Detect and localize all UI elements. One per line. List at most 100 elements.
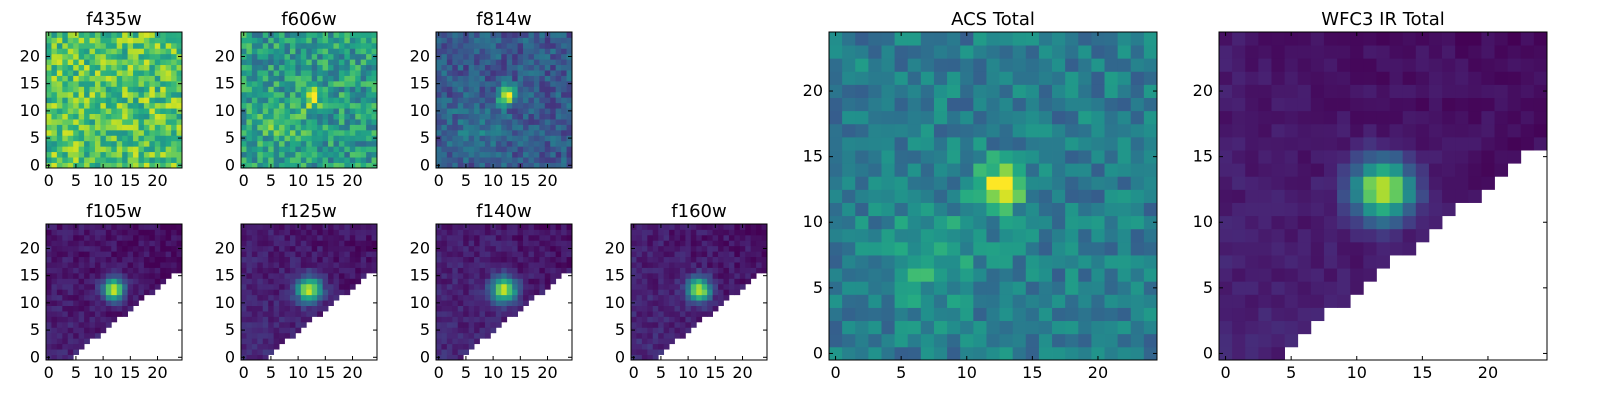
heatmap-cell: [999, 320, 1014, 335]
heatmap-cell: [284, 289, 291, 296]
heatmap-cell: [122, 151, 128, 158]
heatmap-cell: [829, 228, 843, 243]
heatmap-cell: [999, 268, 1014, 282]
heatmap-cell: [506, 48, 513, 55]
heatmap-cell: [295, 135, 302, 142]
heatmap-cell: [51, 157, 58, 163]
heatmap-cell: [56, 108, 63, 114]
heatmap-cell: [539, 256, 546, 263]
heatmap-cell: [474, 146, 480, 153]
heatmap-cell: [62, 48, 69, 55]
heatmap-cell: [452, 32, 459, 38]
heatmap-cell: [539, 42, 546, 49]
heatmap-cell: [46, 283, 52, 290]
heatmap-cell: [143, 75, 150, 82]
heatmap-cell: [701, 289, 708, 296]
heatmap-cell: [479, 316, 486, 323]
heatmap-cell: [289, 124, 296, 131]
y-tick-label: 20: [215, 46, 235, 65]
heatmap-cell: [881, 176, 895, 190]
heatmap-cell: [561, 75, 567, 82]
heatmap-cell: [973, 150, 987, 164]
heatmap-cell: [663, 251, 670, 258]
heatmap-cell: [1389, 215, 1404, 230]
heatmap-cell: [149, 91, 156, 98]
heatmap-cell: [1402, 123, 1417, 138]
heatmap-cell: [154, 240, 161, 247]
heatmap-cell: [176, 102, 183, 109]
heatmap-cell: [1310, 268, 1325, 282]
heatmap-cell: [523, 91, 529, 98]
heatmap-cell: [328, 32, 334, 38]
heatmap-cell: [268, 140, 275, 147]
heatmap-cell: [349, 267, 356, 274]
heatmap-cell: [284, 305, 291, 312]
heatmap-cell: [89, 162, 96, 169]
heatmap-cell: [273, 86, 280, 93]
heatmap-cell: [306, 229, 313, 236]
heatmap-cell: [1091, 281, 1105, 295]
heatmap-cell: [56, 229, 63, 236]
heatmap-cell: [1258, 163, 1272, 177]
heatmap-cell: [701, 240, 708, 247]
heatmap-cell: [561, 151, 567, 158]
heatmap-cell: [1025, 281, 1040, 295]
heatmap-cell: [246, 251, 253, 258]
heatmap-cell: [105, 64, 112, 71]
heatmap-cell: [1494, 58, 1509, 72]
heatmap-cell: [1038, 255, 1053, 269]
heatmap-cell: [89, 80, 96, 87]
heatmap-cell: [933, 268, 948, 282]
heatmap-cell: [1402, 189, 1417, 203]
y-tick-label: 20: [215, 238, 235, 257]
heatmap-cell: [1091, 123, 1105, 138]
heatmap-cell: [947, 163, 961, 177]
heatmap-cell: [160, 119, 167, 125]
heatmap-cell: [89, 75, 96, 82]
heatmap-cell: [1389, 136, 1404, 151]
heatmap-cell: [652, 300, 659, 306]
heatmap-cell: [241, 278, 247, 285]
heatmap-cell: [279, 119, 285, 125]
heatmap-cell: [1428, 97, 1443, 112]
heatmap-cell: [262, 140, 269, 147]
heatmap-cell: [533, 37, 540, 44]
heatmap-cell: [647, 251, 654, 258]
heatmap-cell: [463, 311, 470, 317]
heatmap-cell: [127, 251, 134, 258]
heatmap-cell: [273, 294, 280, 301]
heatmap-cell: [46, 332, 52, 339]
heatmap-cell: [947, 202, 961, 217]
heatmap-cell: [490, 48, 497, 55]
heatmap-cell: [62, 316, 69, 323]
heatmap-cell: [246, 240, 253, 247]
heatmap-cell: [986, 255, 1000, 269]
heatmap-cell: [561, 162, 567, 169]
heatmap-cell: [143, 157, 150, 163]
heatmap-cell: [474, 119, 480, 125]
heatmap-cell: [920, 202, 935, 217]
heatmap-cell: [279, 135, 285, 142]
heatmap-cell: [1389, 32, 1404, 46]
heatmap-cell: [89, 97, 96, 104]
heatmap-cell: [829, 58, 843, 72]
heatmap-cell: [561, 146, 567, 153]
heatmap-cell: [127, 80, 134, 87]
heatmap-cell: [78, 240, 85, 247]
heatmap-cell: [484, 251, 491, 258]
heatmap-cell: [641, 305, 648, 312]
heatmap-cell: [1507, 97, 1522, 112]
heatmap-cell: [544, 278, 551, 285]
heatmap-cell: [894, 110, 909, 125]
heatmap-cell: [436, 234, 442, 241]
heatmap-cell: [881, 294, 895, 308]
heatmap-cell: [1012, 189, 1027, 203]
heatmap-cell: [468, 129, 475, 136]
heatmap-cell: [241, 234, 247, 241]
heatmap-cell: [165, 86, 172, 93]
heatmap-cell: [539, 272, 546, 279]
panel-title: f160w: [671, 201, 726, 222]
heatmap-cell: [1350, 84, 1364, 98]
heatmap-cell: [734, 256, 741, 263]
heatmap-cell: [1389, 58, 1404, 72]
